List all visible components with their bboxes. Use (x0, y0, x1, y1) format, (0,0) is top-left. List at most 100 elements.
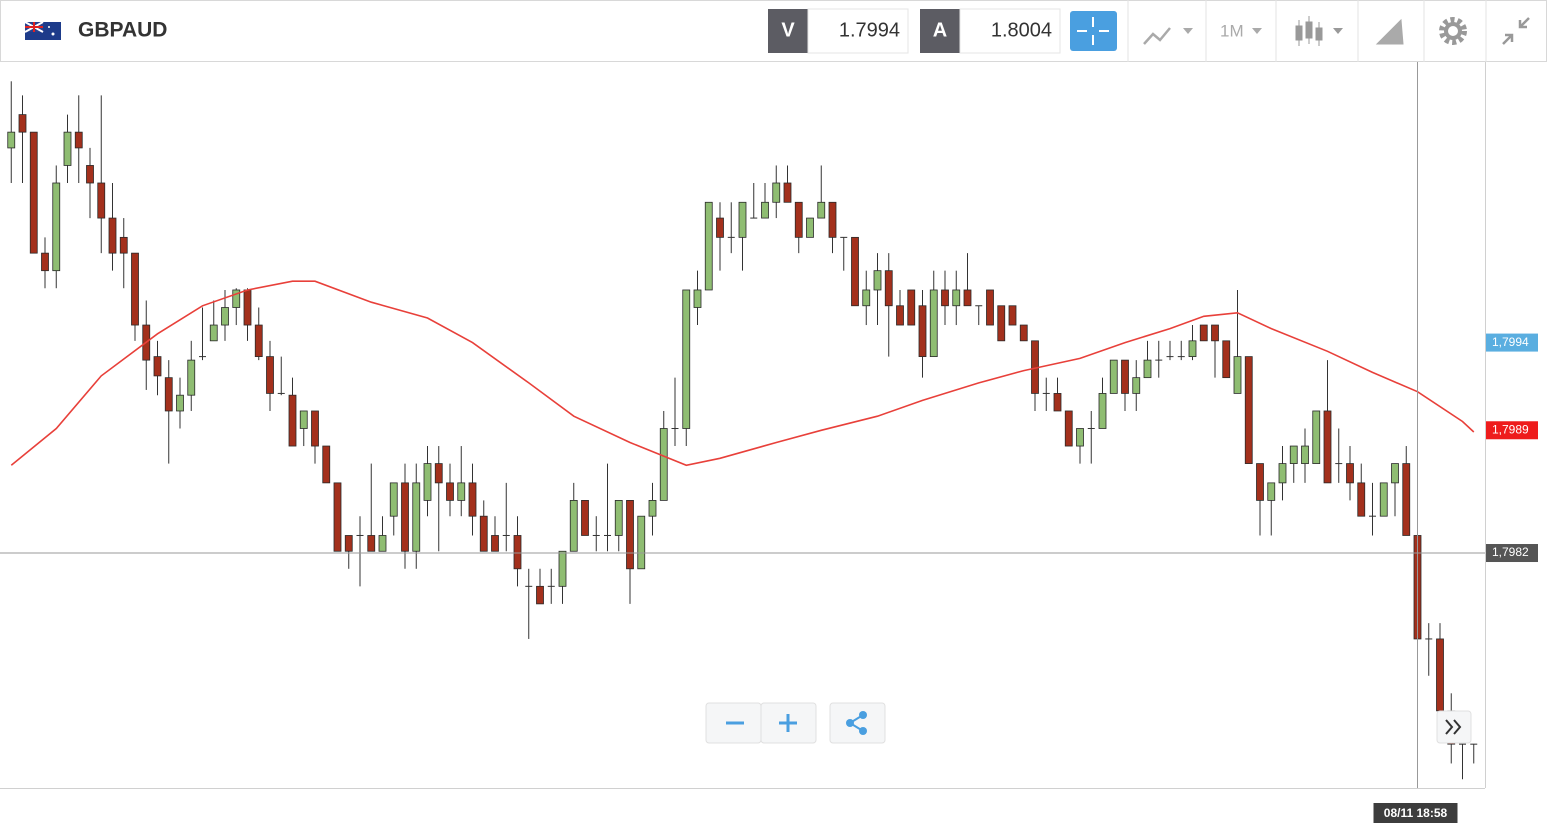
candle-body (1211, 324, 1219, 342)
candle-body (604, 534, 611, 536)
candle-body (1256, 463, 1264, 501)
candle-body (828, 201, 837, 238)
candle-body (1470, 743, 1478, 745)
candle-body (29, 131, 38, 254)
candle-body (648, 500, 657, 517)
candle-body (41, 252, 49, 272)
settings-button[interactable] (1439, 17, 1467, 45)
candle-body (941, 289, 949, 307)
candle-body (333, 482, 342, 552)
timeframe[interactable]: 1M (1220, 21, 1244, 40)
candle-body (209, 324, 218, 342)
zoom-in-button[interactable] (760, 702, 817, 744)
candle-body (1357, 482, 1366, 517)
bid-label: V (781, 19, 795, 41)
candle-body (1335, 463, 1343, 465)
candle-body (1391, 463, 1399, 484)
candle-body (446, 482, 454, 501)
candle-body (491, 535, 499, 552)
candle-body (401, 482, 409, 552)
crosshair-time-label: 08/11 18:58 (1384, 806, 1448, 820)
candle-body (1188, 340, 1197, 358)
candle-body (1155, 359, 1163, 361)
candle-body (221, 307, 229, 326)
candle-body (1267, 482, 1276, 501)
candle-body (682, 289, 691, 429)
candle-body (1166, 356, 1174, 358)
bid-box[interactable] (807, 8, 909, 54)
candle-body (1064, 410, 1073, 447)
candle-body (1369, 515, 1376, 517)
candle-body (727, 236, 735, 238)
candle-body (997, 305, 1006, 342)
ask-box[interactable] (959, 8, 1061, 54)
overlay: 1,7994 1,7989 1,7982 08/11 18:58 (0, 62, 1538, 823)
candle-body (412, 482, 421, 552)
candle-body (1076, 428, 1084, 447)
candle-body (1244, 356, 1253, 464)
candle-body (1425, 638, 1433, 640)
candles-button[interactable] (1295, 16, 1343, 46)
candle-body (614, 500, 623, 536)
candle-body (1379, 482, 1388, 517)
candle-body (750, 217, 758, 219)
price-label-box (1486, 421, 1538, 440)
candle-body (840, 236, 848, 238)
candle-body (873, 270, 882, 291)
candle-body (693, 289, 702, 308)
candle-body (1087, 428, 1095, 430)
candle-body (671, 428, 679, 430)
share-button[interactable] (829, 702, 886, 744)
candle-body (1278, 463, 1287, 484)
candle-body (389, 482, 398, 517)
candle-body (18, 114, 27, 133)
bid-badge (768, 9, 808, 53)
crosshair-button[interactable] (1070, 11, 1117, 51)
draw-button[interactable] (1375, 18, 1404, 45)
candle-body (536, 585, 544, 605)
candle-body (164, 377, 173, 412)
candle-body (963, 289, 972, 307)
candle-body (1323, 410, 1332, 484)
candle-body (86, 165, 94, 184)
candle-body (1312, 410, 1321, 464)
candle-body (716, 217, 724, 238)
candle-body (74, 131, 83, 149)
bid-price: 1.7994 (839, 19, 900, 41)
candle-body (637, 515, 646, 570)
flag (24, 21, 61, 40)
chart-type-button[interactable] (1143, 27, 1193, 45)
candle-body (423, 463, 432, 501)
candle-body (1098, 393, 1107, 429)
candle-body (513, 535, 522, 570)
candle-body (918, 305, 927, 358)
candle-body (1143, 359, 1152, 379)
collapse-button[interactable] (1502, 17, 1530, 45)
candle-body (1109, 359, 1118, 394)
scroll-end-button[interactable] (1436, 710, 1472, 744)
candle-body (232, 289, 241, 308)
candle-body (907, 289, 916, 326)
candle-body (896, 305, 904, 326)
candle-body (569, 500, 578, 552)
candle-body (311, 410, 319, 447)
candle-body (187, 359, 196, 396)
candle-body (975, 305, 983, 307)
price-label: 1,7989 (1492, 422, 1529, 436)
candle-body (1436, 638, 1444, 712)
candle-body (434, 463, 443, 484)
candle-body (1199, 324, 1208, 342)
candle-body (1042, 392, 1050, 394)
zoom-out-button[interactable] (705, 702, 762, 744)
candle-body (176, 394, 184, 412)
candle-body (254, 324, 263, 358)
candle-body (1019, 324, 1028, 342)
candle-body (322, 445, 331, 484)
candle-body (299, 410, 308, 429)
marks (7, 81, 1478, 780)
candle-body (1222, 340, 1231, 379)
candle-body (592, 534, 600, 536)
candle-body (862, 289, 871, 307)
candle-body (626, 500, 634, 570)
symbol: GBPAUD (78, 19, 167, 42)
